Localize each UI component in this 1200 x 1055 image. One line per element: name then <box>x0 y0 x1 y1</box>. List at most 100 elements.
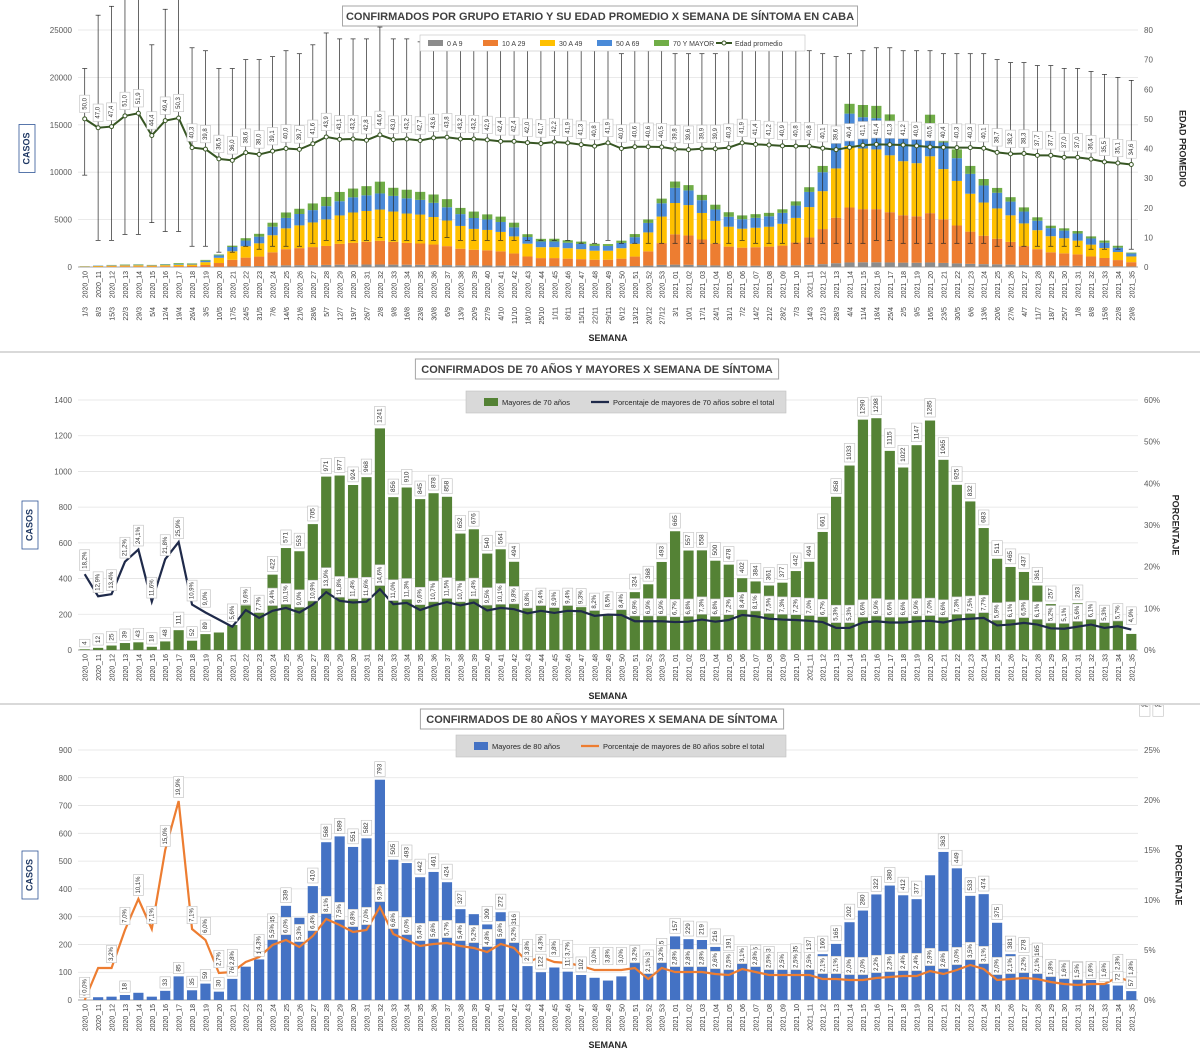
percent-label: 1,8% <box>1129 961 1135 975</box>
x-tick-label: 2021_14 <box>848 654 855 681</box>
bar-value-label-box <box>293 532 305 549</box>
bar-0-a-9 <box>804 264 815 267</box>
edad-promedio-point <box>578 142 584 148</box>
bar-value-label: 32 <box>1155 705 1163 709</box>
percent-label-box <box>616 591 627 611</box>
bar-value-label-group: 493 <box>656 543 668 560</box>
percent-label-box <box>830 604 842 623</box>
bar-0-a-9 <box>710 265 721 267</box>
bar-value-label: 135 <box>793 946 800 957</box>
percent-label-group: 5,7% <box>1112 603 1124 622</box>
x-date-label: 23/5 <box>941 307 948 321</box>
bar-10-a-29 <box>535 258 547 267</box>
percent-label-group: 24,1% <box>133 524 144 547</box>
edad-promedio-label-group: 41,6 <box>307 119 319 138</box>
percent-label-group: 2,5% <box>803 951 815 971</box>
percent-label-box <box>267 587 278 606</box>
percent-label-box <box>388 579 399 601</box>
bar-50-a-69 <box>562 242 573 249</box>
chart-title: CONFIRMADOS DE 70 AÑOS Y MAYORES X SEMAN… <box>421 363 773 376</box>
percent-label-group: 13,4% <box>106 569 117 591</box>
bar-10-a-29 <box>589 259 600 267</box>
legend-box <box>465 390 787 414</box>
percent-label: 5,3% <box>834 606 840 620</box>
percent-label: 11,5% <box>445 579 451 596</box>
edad-promedio-point <box>216 156 222 162</box>
percent-label-box <box>710 950 721 970</box>
bar-value-label: 57 <box>1128 979 1135 987</box>
y-tick-label: 25000 <box>50 26 73 35</box>
x-tick-label: 2021_07 <box>754 271 761 298</box>
bar-value-label-box <box>267 556 279 572</box>
bar-30-a-49 <box>146 265 157 267</box>
edad-promedio-label-box <box>441 113 453 132</box>
bar-value-label: 968 <box>363 461 370 472</box>
percent-label: 5,4% <box>418 925 424 939</box>
edad-promedio-point <box>524 140 530 146</box>
bar-mayores-80 <box>240 966 251 1000</box>
percent-label-group: 1,5% <box>1072 961 1083 981</box>
bar-30-a-49 <box>576 249 587 260</box>
bar-value-label-group: 832 <box>964 483 976 499</box>
bar-value-label: 442 <box>793 555 800 566</box>
edad-promedio-label: 42,0 <box>525 121 531 133</box>
y2-tick-label: 0% <box>1144 996 1156 1005</box>
percent-label: 2,2% <box>874 957 880 971</box>
bar-0-a-9 <box>696 265 708 267</box>
percent-label-group: 1,8% <box>1125 958 1137 978</box>
edad-promedio-label-group: 41,3 <box>884 120 896 139</box>
edad-promedio-point <box>914 143 920 149</box>
x-date-label: 6/6 <box>968 307 975 317</box>
percent-label-box <box>361 906 372 926</box>
legend-box <box>419 34 806 52</box>
x-date-label: 25/10 <box>539 307 546 325</box>
bar-value-label-group: 511 <box>991 540 1003 556</box>
bar-value-label-group: 1290 <box>857 397 869 417</box>
bar-0-a-9 <box>508 265 520 267</box>
x-tick-label: 2020_46 <box>566 654 573 681</box>
bar-value-label-box <box>401 469 413 485</box>
percent-label-group: 2,1% <box>817 955 828 975</box>
percent-label-box <box>146 576 158 599</box>
edad-promedio-label-box <box>347 115 359 134</box>
bar-10-a-29 <box>200 265 211 267</box>
edad-promedio-label: 40,1 <box>981 127 987 139</box>
bar-0-a-9 <box>441 265 453 267</box>
bar-mayores-80 <box>119 995 131 1000</box>
bar-mayores-70 <box>884 450 895 650</box>
percent-label-group: 3,2% <box>106 944 117 964</box>
x-tick-label: 2020_29 <box>338 1004 345 1031</box>
bar-value-label-group: 1147 <box>911 422 923 442</box>
edad-promedio-label-box <box>683 125 694 144</box>
percent-label-group: 7,3% <box>696 596 708 615</box>
x-tick-label: 2020_41 <box>499 1004 506 1031</box>
percent-label-group: 2,0% <box>857 956 869 976</box>
x-tick-label: 2020_21 <box>230 654 237 681</box>
percent-label-box <box>1005 601 1016 620</box>
percent-line-mayores-80 <box>83 800 1132 1001</box>
percent-label: 2,1% <box>820 958 826 972</box>
percent-label-box <box>213 949 225 969</box>
bar-mayores-70 <box>911 445 922 650</box>
percent-label: 19,9% <box>176 778 182 796</box>
percent-label: 3,1% <box>740 948 746 962</box>
bar-value-label-group: 568 <box>320 823 332 840</box>
percent-label: 0,0% <box>82 979 88 993</box>
bar-value-label: 309 <box>484 908 491 919</box>
bar-value-label-box <box>991 540 1003 556</box>
bar-value-label-group: 72 <box>1112 971 1124 984</box>
edad-promedio-point <box>444 134 450 140</box>
bar-value-label: 361 <box>766 569 773 580</box>
legend: Mayores de 80 años Porcentaje de mayores … <box>455 734 787 758</box>
edad-promedio-label-box <box>173 93 184 113</box>
y2-tick-label: 40% <box>1144 479 1160 488</box>
x-date-label: 14/3 <box>807 307 814 321</box>
bar-value-label-group: 263 <box>1072 584 1084 601</box>
x-tick-label: 2020_39 <box>472 1004 479 1031</box>
x-tick-label: 2021_03 <box>700 1004 707 1031</box>
edad-promedio-label: 40,8 <box>793 125 799 137</box>
x-tick-label: 2020_27 <box>311 654 318 681</box>
bar-value-label-box <box>307 505 319 522</box>
bar-value-label: 117 <box>564 956 571 967</box>
bar-value-label-box <box>454 890 466 907</box>
